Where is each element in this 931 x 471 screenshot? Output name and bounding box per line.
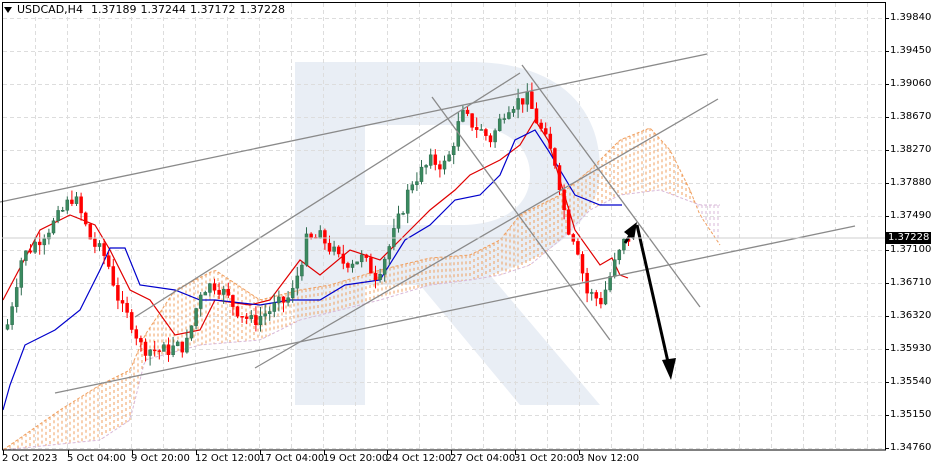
- symbol-timeframe: USDCAD,H4: [17, 3, 83, 16]
- price-tick-label: 1.39450: [890, 45, 931, 56]
- time-tick-label: 5 Oct 04:00: [67, 453, 126, 464]
- time-tick-label: 17 Oct 04:00: [259, 453, 325, 464]
- price-tick-label: 1.35150: [890, 409, 931, 420]
- time-tick-label: 12 Oct 12:00: [195, 453, 261, 464]
- price-tick-label: 1.37490: [890, 210, 931, 221]
- forecast-arrow: [623, 222, 676, 380]
- ohlc-low: 1.37172: [189, 3, 236, 16]
- price-tick-label: 1.39840: [890, 12, 931, 23]
- price-tick-label: 1.34760: [890, 442, 931, 453]
- price-tick-label: 1.37880: [890, 177, 931, 188]
- time-tick-label: 27 Oct 04:00: [450, 453, 516, 464]
- watermark-logo: [295, 62, 600, 405]
- price-tick-label: 1.39060: [890, 78, 931, 89]
- time-tick-label: 19 Oct 20:00: [323, 453, 389, 464]
- price-tick-label: 1.37100: [890, 244, 931, 255]
- ohlc-close: 1.37228: [239, 3, 285, 16]
- time-tick-label: 31 Oct 20:00: [514, 453, 580, 464]
- candlesticks: [5, 82, 631, 366]
- current-price-label: 1.37228: [886, 232, 931, 244]
- dropdown-triangle-icon[interactable]: [4, 6, 12, 13]
- chart-header: USDCAD,H4 1.37189 1.37244 1.37172 1.3722…: [4, 3, 287, 16]
- price-tick-label: 1.35930: [890, 343, 931, 354]
- ohlc-high: 1.37244: [140, 3, 186, 16]
- price-tick-label: 1.36710: [890, 277, 931, 288]
- price-tick-label: 1.38270: [890, 144, 931, 155]
- time-tick-label: 3 Nov 12:00: [578, 453, 640, 464]
- time-tick-label: 2 Oct 2023: [2, 453, 58, 464]
- ohlc-open: 1.37189: [90, 3, 137, 16]
- price-tick-label: 1.36320: [890, 310, 931, 321]
- time-tick-label: 9 Oct 20:00: [131, 453, 190, 464]
- time-tick-label: 24 Oct 12:00: [386, 453, 452, 464]
- price-tick-label: 1.35540: [890, 376, 931, 387]
- price-tick-label: 1.38670: [890, 111, 931, 122]
- trendlines[interactable]: [0, 53, 856, 394]
